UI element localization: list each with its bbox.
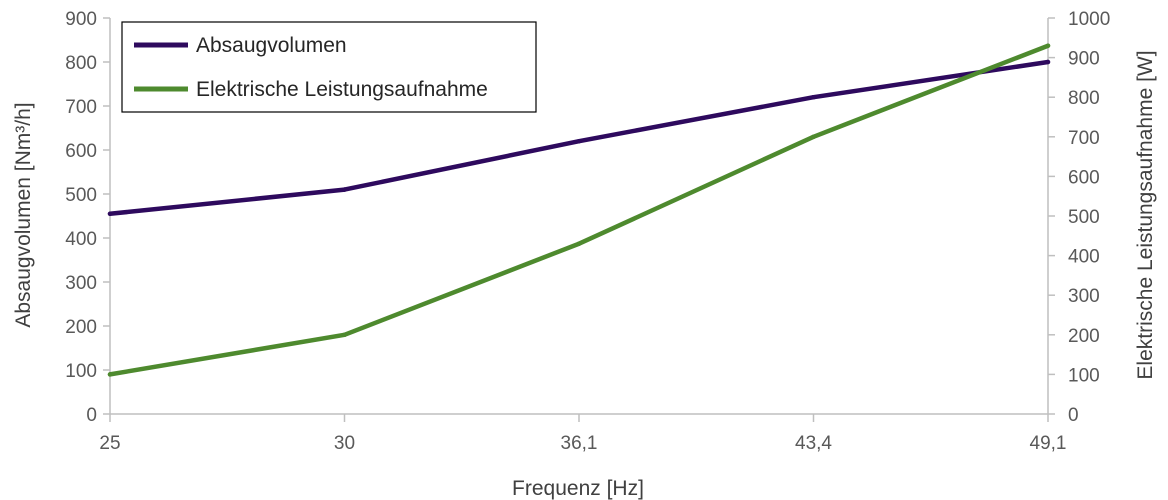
series-1-point [342, 332, 347, 337]
series-0-point [576, 139, 582, 144]
series-1-point [811, 134, 816, 139]
legend-box [121, 21, 537, 113]
left-y-tick-label: 600 [65, 141, 97, 162]
right-y-tick-label: 200 [1068, 326, 1100, 347]
right-y-tick-label: 100 [1068, 365, 1100, 386]
x-axis-title: Frequenz [Hz] [512, 477, 644, 500]
left-y-tick-label: 300 [65, 273, 97, 294]
series-0-segment [576, 94, 816, 144]
left-y-tick-label: 0 [86, 405, 97, 426]
ticks: 0 100 200 300 400 500 600 700 800 900 0 100 200 300 40… [65, 9, 1110, 454]
series-1-segment [107, 332, 347, 377]
left-y-tick-label: 900 [65, 9, 97, 30]
x-tick-label: 36,1 [561, 433, 598, 454]
left-y-tick-label: 200 [65, 317, 97, 338]
right-y-tick-label: 800 [1068, 88, 1100, 109]
x-tick-label: 43,4 [795, 433, 832, 454]
x-tick-label: 30 [334, 433, 355, 454]
left-y-tick-label: 100 [65, 361, 97, 382]
right-y-tick-label: 300 [1068, 286, 1100, 307]
series-1-point [107, 372, 113, 377]
series-0 [107, 59, 1051, 217]
series-1-segment [576, 134, 816, 246]
right-y-tick-label: 400 [1068, 247, 1100, 268]
right-y-tick-label: 500 [1068, 207, 1100, 228]
series-1-point [576, 241, 582, 246]
legend-label-elektrische-leistungsaufnahme: Elektrische Leistungsaufnahme [196, 78, 488, 101]
x-tick-label: 49,1 [1030, 433, 1067, 454]
right-y-axis-title: Elektrische Leistungsaufnahme [W] [1134, 50, 1157, 379]
series-1-segment [811, 43, 1051, 140]
series-0-segment [811, 59, 1051, 100]
series-0-point [1045, 59, 1051, 65]
series-0-segment [342, 138, 582, 192]
series-0-segment [107, 187, 347, 217]
left-y-axis-title: Absaugvolumen [Nm³/h] [12, 102, 35, 327]
right-y-tick-label: 1000 [1068, 9, 1110, 30]
right-y-tick-label: 900 [1068, 49, 1100, 70]
series-1-segment [342, 241, 582, 338]
left-y-tick-label: 800 [65, 53, 97, 74]
series-0-point [342, 187, 347, 192]
series [107, 43, 1051, 377]
legend: Absaugvolumen Elektrische Leistungsaufna… [121, 21, 537, 113]
series-0-point [107, 211, 113, 216]
x-tick-label: 25 [99, 433, 120, 454]
series-0-point [811, 95, 816, 100]
left-y-tick-label: 500 [65, 185, 97, 206]
right-y-tick-label: 600 [1068, 167, 1100, 188]
right-y-tick-label: 0 [1068, 405, 1079, 426]
left-y-tick-label: 700 [65, 97, 97, 118]
right-y-tick-label: 700 [1068, 128, 1100, 149]
left-y-tick-label: 400 [65, 229, 97, 250]
series-1 [107, 43, 1051, 377]
legend-label-absaugvolumen: Absaugvolumen [196, 34, 347, 57]
series-1-point [1045, 43, 1051, 48]
